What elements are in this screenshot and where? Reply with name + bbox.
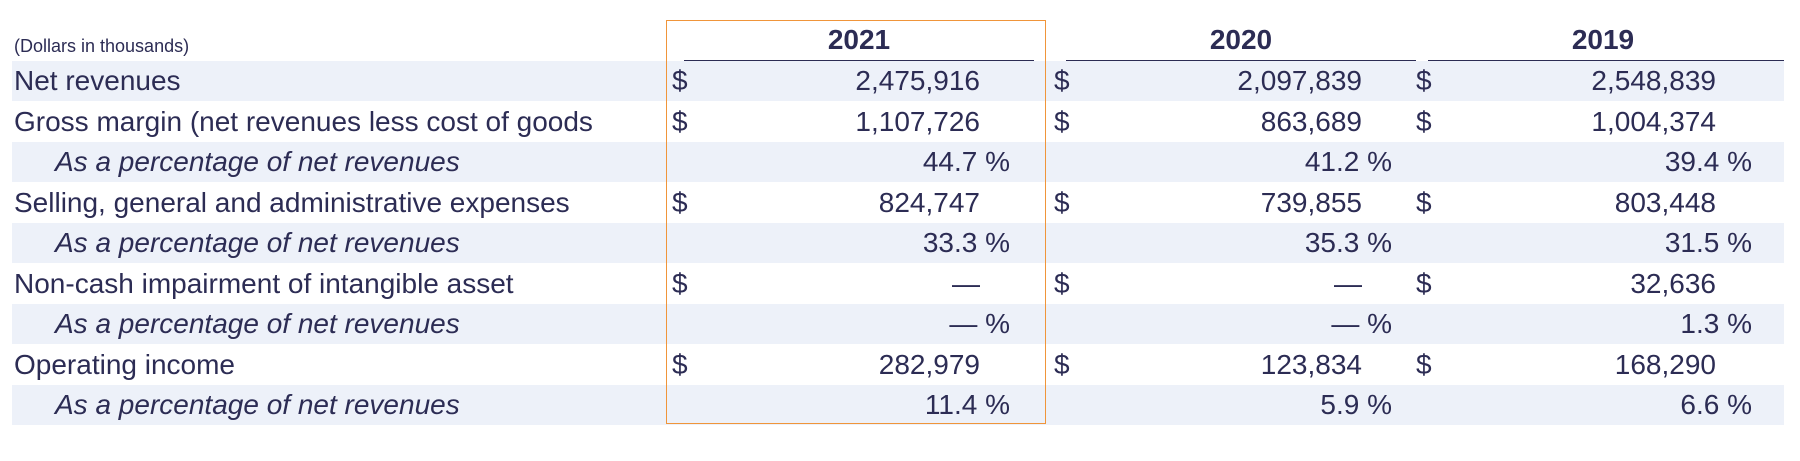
value-cell: 123,834 — [1260, 348, 1362, 380]
dollar-sign: $ — [672, 348, 688, 380]
value-cell: — — [1334, 267, 1362, 299]
dollar-sign: $ — [1054, 348, 1070, 380]
value-cell: 282,979 — [878, 348, 980, 380]
dollar-sign: $ — [1416, 105, 1432, 137]
dollar-sign: $ — [672, 267, 688, 299]
year-header-2019: 2019 — [1571, 24, 1635, 55]
dollar-sign: $ — [1416, 348, 1432, 380]
dollar-sign: $ — [1054, 105, 1070, 137]
value-cell: 41.2 % — [1304, 146, 1392, 177]
value-cell: — % — [1331, 308, 1392, 339]
dollar-sign: $ — [1416, 267, 1432, 299]
table-row: As a percentage of net revenues 33.3 % 35.… — [12, 223, 1784, 263]
year-underline-2020 — [1066, 60, 1416, 61]
year-underline-2019 — [1428, 60, 1784, 61]
value-cell: 11.4 % — [924, 389, 1010, 420]
value-cell: 1,004,374 — [1591, 105, 1716, 137]
table-row: Selling, general and administrative expe… — [12, 183, 1784, 223]
table-row: Operating income $282,979 $123,834 $168,290 — [12, 345, 1784, 385]
year-header-2021: 2021 — [827, 24, 891, 55]
value-cell: 5.9 % — [1320, 389, 1392, 420]
year-underline-2021 — [684, 60, 1034, 61]
value-cell: 824,747 — [878, 186, 980, 218]
value-cell: 32,636 — [1630, 267, 1716, 299]
value-cell: 803,448 — [1614, 186, 1716, 218]
dollar-sign: $ — [1054, 65, 1070, 96]
units-label: (Dollars in thousands) — [14, 36, 190, 56]
value-cell: 35.3 % — [1304, 227, 1392, 258]
value-cell: 739,855 — [1260, 186, 1362, 218]
value-cell: 39.4 % — [1664, 146, 1752, 177]
dollar-sign: $ — [1054, 186, 1070, 218]
row-label: Operating income — [14, 348, 236, 380]
row-label: As a percentage of net revenues — [55, 146, 460, 177]
value-cell: 33.3 % — [922, 227, 1010, 258]
dollar-sign: $ — [1054, 267, 1070, 299]
value-cell: 1.3 % — [1680, 308, 1752, 339]
value-cell: 2,097,839 — [1237, 65, 1362, 96]
dollar-sign: $ — [672, 186, 688, 218]
value-cell: 31.5 % — [1664, 227, 1752, 258]
table-row: As a percentage of net revenues 11.4 % 5.9… — [12, 385, 1784, 425]
year-header-2020: 2020 — [1209, 24, 1273, 55]
table-row: Gross margin (net revenues less cost of … — [12, 102, 1784, 142]
value-cell: 1,107,726 — [855, 105, 980, 137]
value-cell: 2,475,916 — [855, 65, 980, 96]
value-cell: 168,290 — [1614, 348, 1716, 380]
dollar-sign: $ — [1416, 186, 1432, 218]
dollar-sign: $ — [672, 105, 688, 137]
dollar-sign: $ — [672, 65, 688, 96]
row-label: As a percentage of net revenues — [55, 389, 460, 420]
dollar-sign: $ — [1416, 65, 1432, 96]
table-row: Net revenues $2,475,916 $2,097,839 $2,548,8… — [12, 61, 1784, 101]
row-label: As a percentage of net revenues — [55, 308, 460, 339]
value-cell: 6.6 % — [1680, 389, 1752, 420]
row-label: As a percentage of net revenues — [55, 227, 460, 258]
table-row: As a percentage of net revenues 44.7 % 41.… — [12, 142, 1784, 182]
table-row: Non-cash impairment of intangible asset $… — [12, 264, 1784, 304]
table-row: As a percentage of net revenues — % — % 1.3… — [12, 304, 1784, 344]
value-cell: 2,548,839 — [1591, 65, 1716, 96]
row-label: Selling, general and administrative expe… — [14, 186, 570, 218]
row-label: Net revenues — [14, 65, 181, 96]
row-label: Gross margin (net revenues less cost of … — [14, 105, 593, 137]
value-cell: 863,689 — [1260, 105, 1362, 137]
value-cell: — % — [949, 308, 1010, 339]
value-cell: — — [952, 267, 980, 299]
value-cell: 44.7 % — [922, 146, 1010, 177]
row-label: Non-cash impairment of intangible asset — [14, 267, 514, 299]
